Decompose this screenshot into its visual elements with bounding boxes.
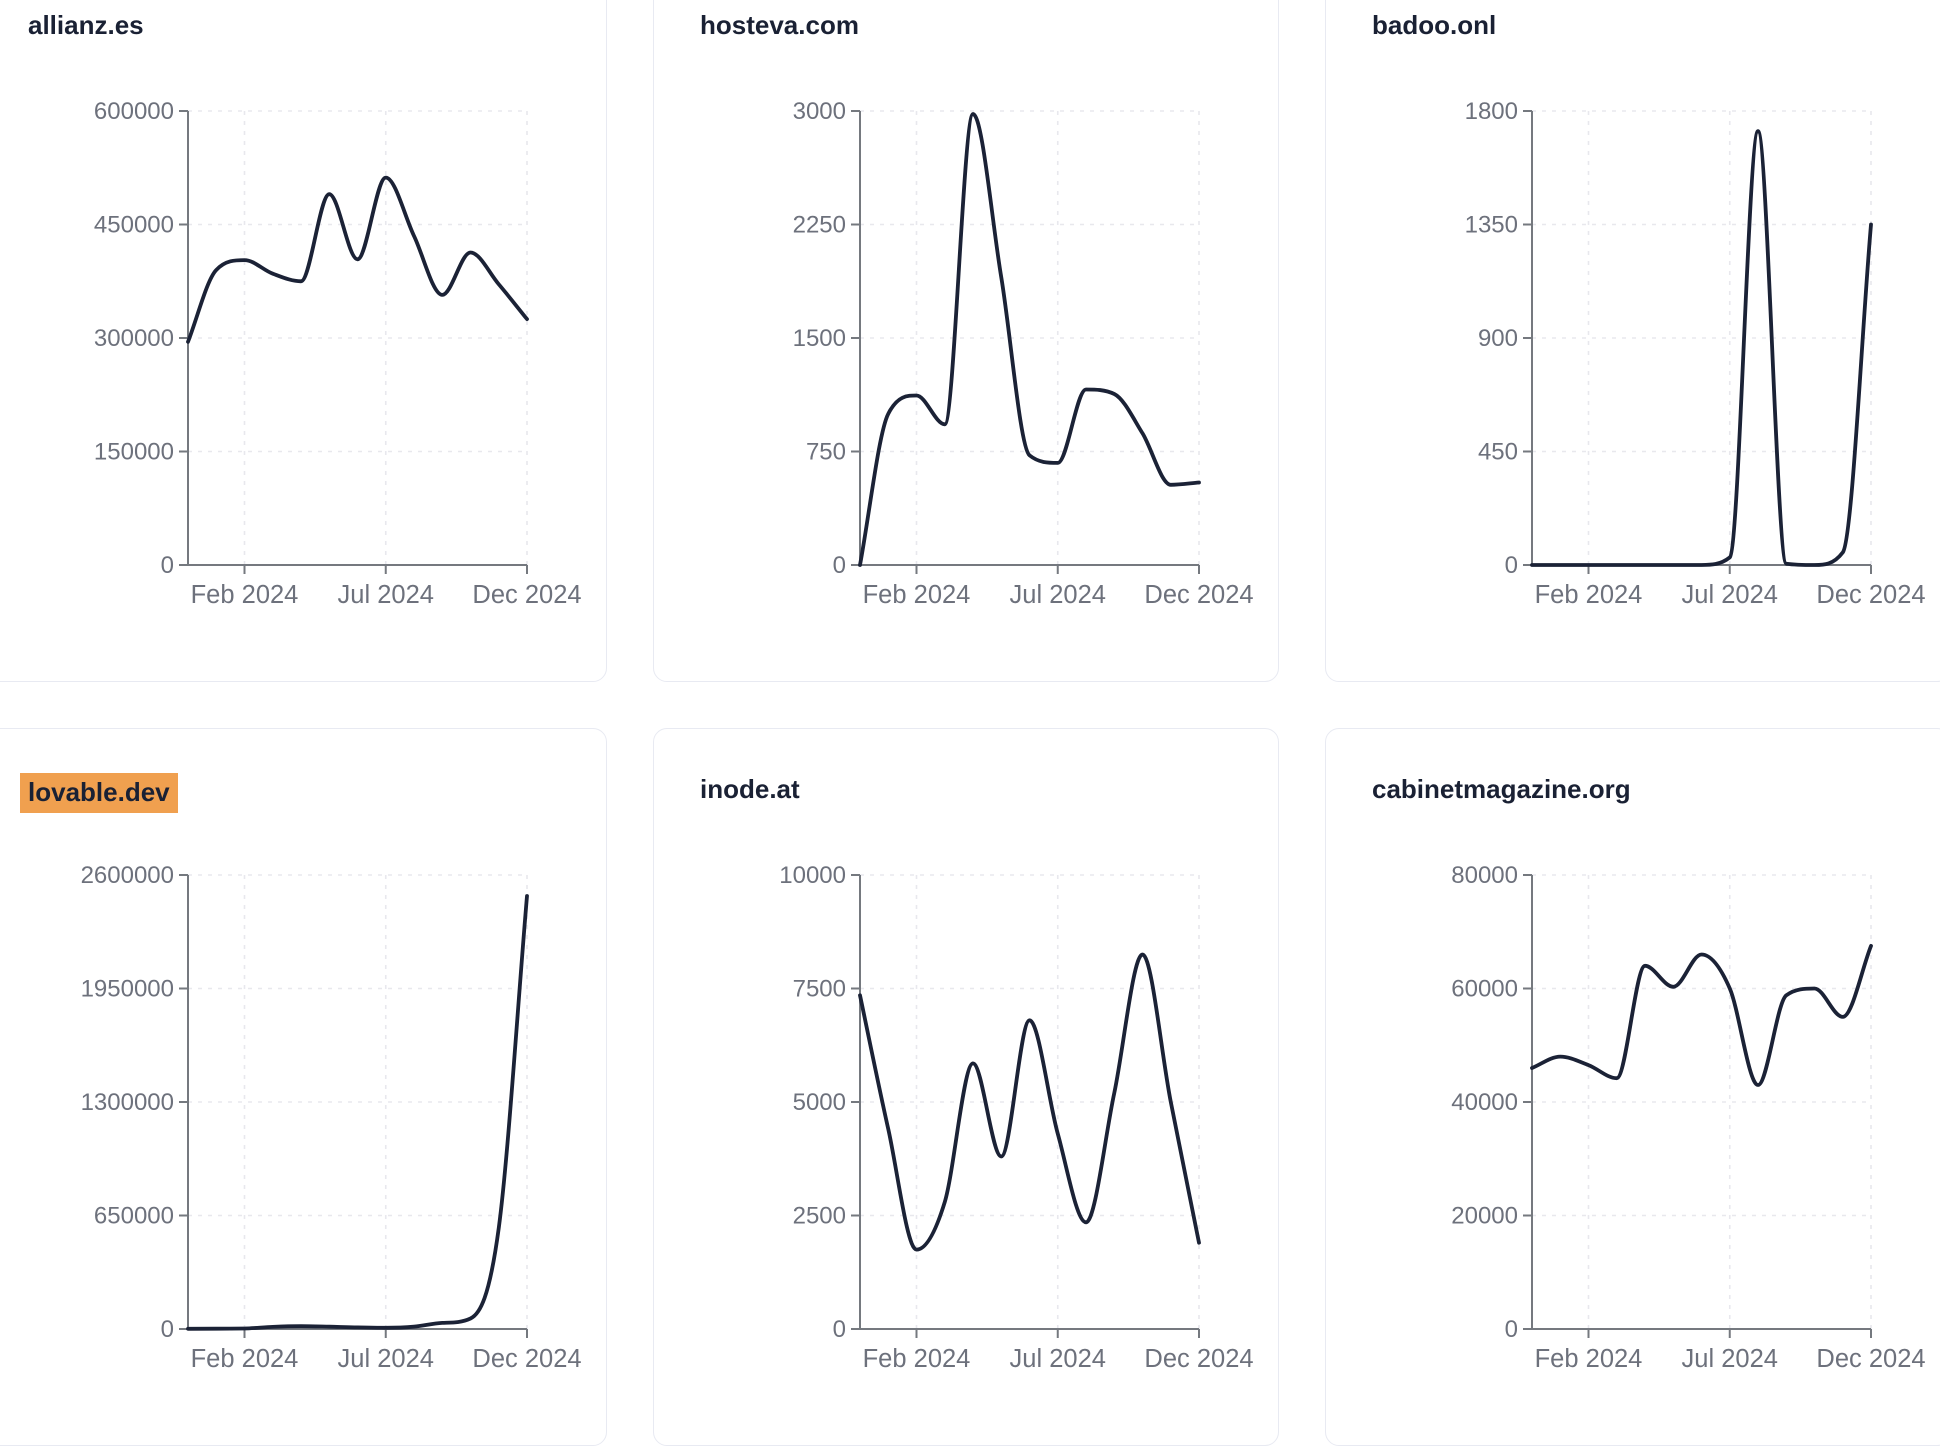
y-tick-label: 2500 [793,1203,846,1230]
gridlines [860,110,1200,565]
axes [851,110,1200,574]
y-tick-label: 900 [1478,325,1518,352]
y-tick-label: 1500 [793,325,846,352]
traffic-line-chart: 0 650000 1300000 1950000 2600000 Feb 2024 Jul … [81,862,582,1373]
domain-card-lovable-dev[interactable]: lovable.dev 0 650000 1300000 1950000 2600000 F… [0,728,607,1446]
domain-card-hosteva-com[interactable]: hosteva.com 0 750 1500 2250 3000 Feb 2024 Jul 2… [653,0,1279,682]
traffic-line-chart: 0 20000 40000 60000 80000 Feb 2024 Jul 2024 Dec… [1451,862,1925,1373]
x-tick-label: Jul 2024 [1010,581,1106,609]
card-title: cabinetmagazine.org [1372,774,1631,804]
axes [851,874,1200,1338]
series-line [858,952,1201,1252]
x-tick-label: Dec 2024 [1144,581,1253,609]
domain-card-badoo-onl[interactable]: badoo.onl 0 450 900 1350 1800 Feb 2024 Jul 2024… [1325,0,1940,682]
y-tick-label: 1800 [1465,98,1518,125]
x-tick-label: Feb 2024 [1535,581,1643,609]
y-tick-label: 3000 [793,98,846,125]
x-tick-label: Dec 2024 [1816,581,1925,609]
y-tick-label: 150000 [94,439,174,466]
gridlines [188,874,528,1329]
y-tick-label: 1350 [1465,212,1518,239]
y-tick-label: 0 [161,1316,174,1343]
gridlines [860,874,1200,1329]
y-tick-label: 0 [833,552,846,579]
card-title: hosteva.com [700,10,859,40]
card-title: badoo.onl [1372,10,1497,40]
x-tick-label: Feb 2024 [863,1345,971,1373]
y-tick-label: 600000 [94,98,174,125]
traffic-line-chart: 0 2500 5000 7500 10000 Feb 2024 Jul 2024 Dec 20… [779,862,1253,1373]
y-tick-label: 450 [1478,439,1518,466]
axes [1523,874,1872,1338]
x-tick-label: Jul 2024 [1682,581,1778,609]
gridlines [1532,110,1872,565]
traffic-line-chart: 0 450 900 1350 1800 Feb 2024 Jul 2024 Dec 2024 [1465,98,1926,609]
y-tick-label: 1950000 [81,976,174,1003]
y-tick-label: 300000 [94,325,174,352]
y-tick-label: 1300000 [81,1089,174,1116]
x-tick-label: Jul 2024 [338,581,434,609]
y-tick-label: 80000 [1451,862,1518,889]
x-tick-label: Feb 2024 [191,581,299,609]
card-title: allianz.es [28,10,144,40]
series-line [1530,944,1873,1087]
gridlines [188,110,528,565]
y-tick-label: 40000 [1451,1089,1518,1116]
y-tick-label: 10000 [779,862,846,889]
x-tick-label: Jul 2024 [1682,1345,1778,1373]
card-title-highlighted: lovable.dev [20,773,178,813]
series-line [186,175,529,344]
y-tick-label: 0 [161,552,174,579]
axes [179,110,528,574]
axes [179,874,528,1338]
x-tick-label: Dec 2024 [1816,1345,1925,1373]
x-tick-label: Dec 2024 [472,1345,581,1373]
gridlines [1532,874,1872,1329]
y-tick-label: 0 [1505,1316,1518,1343]
series-line [1530,129,1873,567]
x-tick-label: Feb 2024 [863,581,971,609]
x-tick-label: Feb 2024 [191,1345,299,1373]
y-tick-label: 7500 [793,976,846,1003]
card-title: inode.at [700,774,800,804]
y-tick-label: 650000 [94,1203,174,1230]
axes [1523,110,1872,574]
y-tick-label: 450000 [94,212,174,239]
traffic-line-chart: 0 750 1500 2250 3000 Feb 2024 Jul 2024 Dec 2024 [793,98,1254,609]
y-tick-label: 5000 [793,1089,846,1116]
x-tick-label: Jul 2024 [338,1345,434,1373]
domain-card-inode-at[interactable]: inode.at 0 2500 5000 7500 10000 Feb 2024 Jul 20… [653,728,1279,1446]
domain-card-allianz-es[interactable]: allianz.es 0 150000 300000 450000 600000 Feb 2… [0,0,607,682]
y-tick-label: 750 [806,439,846,466]
y-tick-label: 0 [1505,552,1518,579]
y-tick-label: 60000 [1451,976,1518,1003]
y-tick-label: 2600000 [81,862,174,889]
y-tick-label: 0 [833,1316,846,1343]
series-line [858,112,1201,567]
x-tick-label: Dec 2024 [472,581,581,609]
y-tick-label: 20000 [1451,1203,1518,1230]
traffic-line-chart: 0 150000 300000 450000 600000 Feb 2024 Jul 202… [94,98,582,609]
x-tick-label: Jul 2024 [1010,1345,1106,1373]
y-tick-label: 2250 [793,212,846,239]
x-tick-label: Dec 2024 [1144,1345,1253,1373]
series-line [186,894,529,1331]
x-tick-label: Feb 2024 [1535,1345,1643,1373]
domain-card-cabinetmagazine-org[interactable]: cabinetmagazine.org 0 20000 40000 60000 80000… [1325,728,1940,1446]
